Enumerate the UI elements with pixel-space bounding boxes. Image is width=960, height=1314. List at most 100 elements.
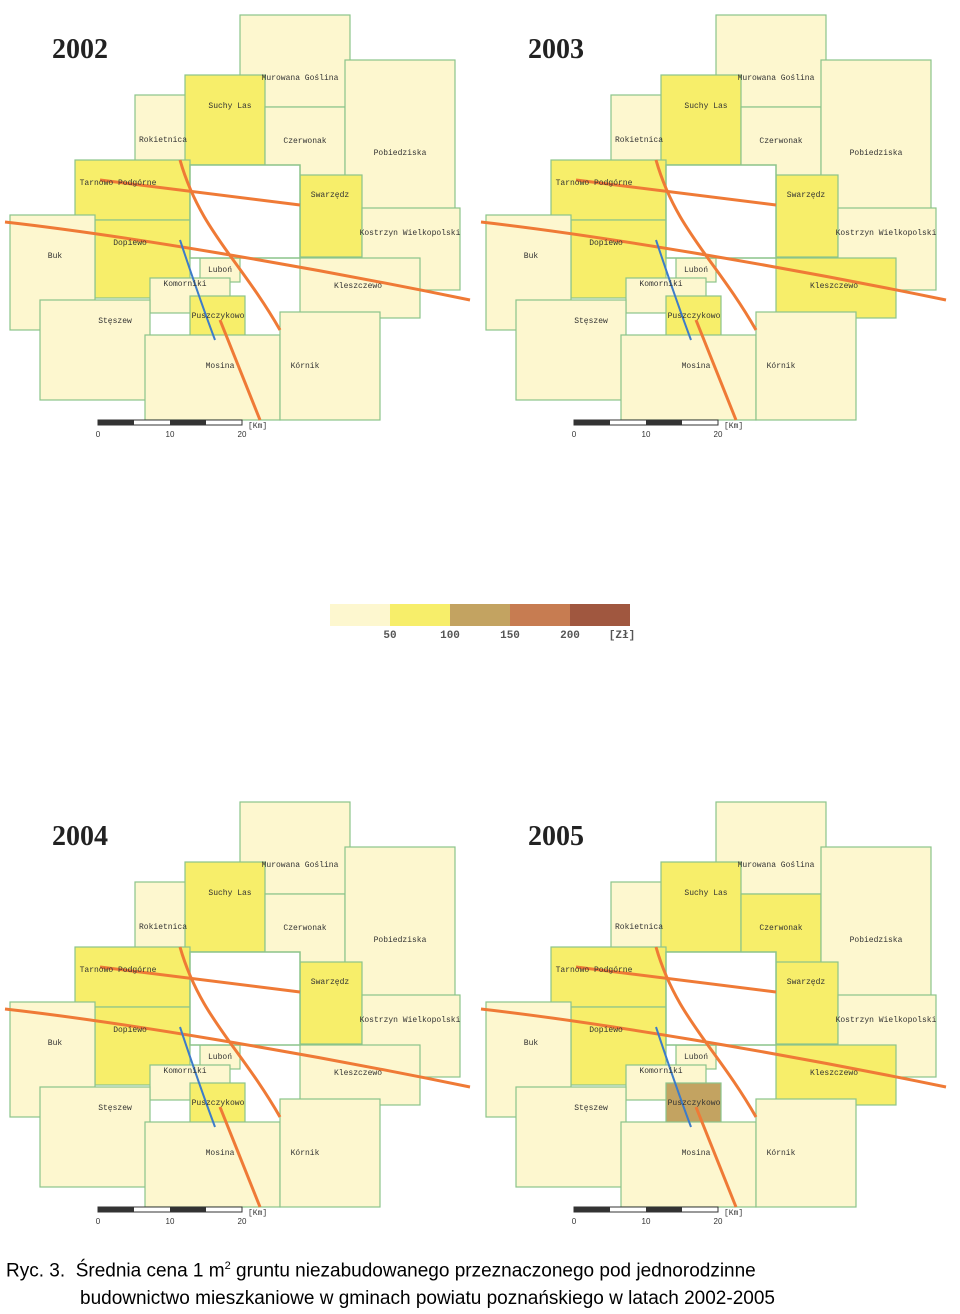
legend-unit: [Zł] <box>609 630 635 642</box>
gmina-area <box>660 74 742 166</box>
gmina-label: Czerwonak <box>759 924 802 933</box>
gmina-label: Swarzędz <box>311 191 350 200</box>
scale-label: 0 <box>572 430 577 439</box>
caption-line: Ryc. 3. Średnia cena 1 m2 gruntu niezabu… <box>6 1252 775 1285</box>
scale-unit: [Km] <box>248 1209 267 1218</box>
gmina-area <box>344 846 456 998</box>
scale-bar <box>646 1207 682 1212</box>
scale-bar <box>574 420 610 425</box>
gmina-label: Rokietnica <box>615 136 663 145</box>
gmina-label: Dopiewo <box>113 239 147 248</box>
gmina-label: Buk <box>524 1039 539 1048</box>
gmina-label: Tarnowo Podgórne <box>80 966 157 975</box>
gmina-area <box>775 1044 897 1106</box>
road <box>575 178 777 207</box>
gmina-label: Kleszczewo <box>334 1069 382 1078</box>
river <box>655 1026 692 1128</box>
scale-label: 0 <box>96 430 101 439</box>
gmina-area <box>755 311 857 421</box>
gmina-label: Swarzędz <box>787 978 826 987</box>
scale-label: 20 <box>238 430 247 439</box>
scale-unit: [Km] <box>248 422 267 431</box>
gmina-label: Mosina <box>682 1149 711 1158</box>
gmina-area <box>620 334 757 421</box>
caption-label: Ryc. 3. <box>6 1260 66 1282</box>
gmina-label: Kostrzyn Wielkopolski <box>836 1016 937 1025</box>
caption: Ryc. 3. Średnia cena 1 m2 gruntu niezabu… <box>6 1252 775 1313</box>
gmina-label: Tarnowo Podgórne <box>556 966 633 975</box>
scale-label: 20 <box>714 430 723 439</box>
scale-label: 10 <box>642 1217 651 1226</box>
road <box>178 159 282 331</box>
scale-label: 10 <box>642 430 651 439</box>
gmina-label: Murowana Goślina <box>738 74 815 83</box>
gmina-label: Buk <box>48 1039 63 1048</box>
scale-unit: [Km] <box>724 1209 743 1218</box>
gmina-area <box>279 311 381 421</box>
gmina-label: Dopiewo <box>113 1026 147 1035</box>
caption-sup: 2 <box>224 1260 231 1272</box>
map: 2003 Murowana Goślina Rokietnica Suchy Las C… <box>480 14 947 439</box>
gmina-area <box>39 1086 151 1188</box>
gmina-area <box>515 1086 627 1188</box>
road <box>99 178 301 207</box>
gmina-label: Czerwonak <box>759 137 802 146</box>
gmina-label: Murowana Goślina <box>738 861 815 870</box>
gmina-label: Mosina <box>206 1149 235 1158</box>
river <box>179 239 216 341</box>
gmina-label: Buk <box>48 252 63 261</box>
gmina-label: Luboń <box>208 1053 232 1062</box>
gmina-label: Swarzędz <box>311 978 350 987</box>
map: 2005 Murowana Goślina Rokietnica Suchy Las C… <box>480 801 947 1226</box>
gmina-label: Kórnik <box>767 362 796 371</box>
maps: 2002 Murowana Goślina Rokietnica Suchy Las C… <box>4 14 947 1226</box>
scale-label: 0 <box>96 1217 101 1226</box>
gmina-label: Pobiedziska <box>850 936 903 945</box>
gmina-label: Luboń <box>208 266 232 275</box>
map: 2004 Murowana Goślina Rokietnica Suchy Las C… <box>4 801 471 1226</box>
gmina-area <box>144 334 281 421</box>
gmina-label: Stęszew <box>574 317 608 326</box>
gmina-label: Murowana Goślina <box>262 74 339 83</box>
gmina-area <box>820 59 932 211</box>
gmina-area <box>279 1098 381 1208</box>
gmina-label: Kórnik <box>291 1149 320 1158</box>
gmina-label: Murowana Goślina <box>262 861 339 870</box>
gmina-label: Kleszczewo <box>810 1069 858 1078</box>
caption-text: Średnia cena 1 m <box>75 1260 225 1282</box>
road <box>575 965 777 994</box>
gmina-label: Stęszew <box>98 1104 132 1113</box>
poznan-city <box>665 164 777 259</box>
river <box>655 239 692 341</box>
year: 2002 <box>52 34 108 65</box>
gmina-label: Puszczykowo <box>668 1099 721 1108</box>
scale-label: 20 <box>714 1217 723 1226</box>
gmina-label: Kórnik <box>291 362 320 371</box>
gmina-area <box>344 59 456 211</box>
gmina-area <box>775 961 839 1045</box>
legend-swatch <box>390 604 450 626</box>
poznan-city <box>189 951 301 1046</box>
gmina-label: Rokietnica <box>615 923 663 932</box>
gmina-label: Kleszczewo <box>810 282 858 291</box>
poznan-city <box>665 951 777 1046</box>
gmina-label: Luboń <box>684 1053 708 1062</box>
gmina-area <box>620 1121 757 1208</box>
gmina-label: Kórnik <box>767 1149 796 1158</box>
gmina-label: Pobiedziska <box>374 149 427 158</box>
legend-tick: 200 <box>560 630 580 642</box>
caption-line: budownictwo mieszkaniowe w gminach powia… <box>80 1288 775 1310</box>
scale-label: 20 <box>238 1217 247 1226</box>
gmina-label: Suchy Las <box>684 102 727 111</box>
gmina-label: Stęszew <box>98 317 132 326</box>
gmina-label: Mosina <box>682 362 711 371</box>
gmina-label: Buk <box>524 252 539 261</box>
gmina-label: Luboń <box>684 266 708 275</box>
scale-bar <box>574 1207 610 1212</box>
gmina-area <box>755 1098 857 1208</box>
scale-label: 0 <box>572 1217 577 1226</box>
gmina-label: Rokietnica <box>139 136 187 145</box>
gmina-area <box>515 299 627 401</box>
road <box>480 1007 947 1089</box>
